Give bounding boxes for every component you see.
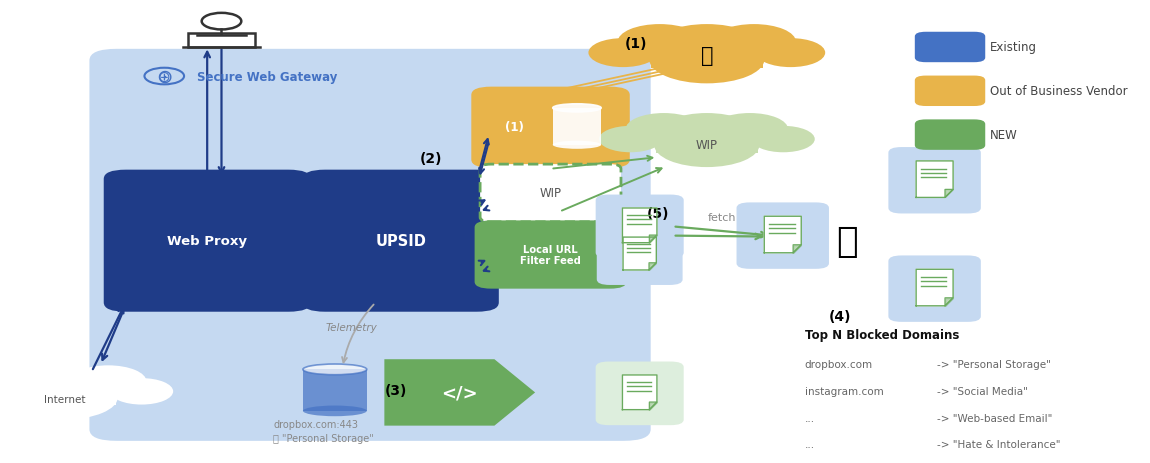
FancyBboxPatch shape (302, 170, 499, 312)
Text: Out of Business Vendor: Out of Business Vendor (990, 85, 1127, 98)
Polygon shape (622, 375, 657, 410)
Text: dropbox.com:443: dropbox.com:443 (274, 419, 358, 429)
Text: (1): (1) (505, 120, 524, 133)
Ellipse shape (553, 105, 601, 113)
Text: 🔥: 🔥 (700, 46, 713, 66)
Circle shape (657, 114, 757, 156)
FancyBboxPatch shape (596, 195, 684, 259)
Text: WIP: WIP (696, 138, 718, 151)
Text: instagram.com: instagram.com (805, 386, 883, 396)
Circle shape (712, 114, 788, 146)
Text: Internet: Internet (45, 394, 86, 404)
Polygon shape (765, 217, 802, 253)
Circle shape (756, 39, 826, 68)
Text: Web Proxy: Web Proxy (167, 235, 247, 248)
Circle shape (0, 378, 21, 405)
FancyBboxPatch shape (889, 148, 981, 214)
Text: Top N Blocked Domains: Top N Blocked Domains (805, 328, 959, 341)
Circle shape (626, 114, 702, 146)
Circle shape (0, 365, 61, 398)
Circle shape (13, 375, 117, 419)
FancyBboxPatch shape (14, 394, 116, 406)
Circle shape (752, 126, 814, 153)
Polygon shape (793, 245, 802, 253)
Text: </>: </> (440, 384, 477, 401)
Text: (2): (2) (420, 152, 442, 166)
Circle shape (650, 36, 765, 84)
Text: Secure Web Gateway: Secure Web Gateway (198, 70, 338, 83)
FancyBboxPatch shape (914, 33, 986, 63)
Polygon shape (945, 298, 953, 306)
Text: Local URL
Filter Feed: Local URL Filter Feed (520, 244, 581, 266)
Ellipse shape (302, 406, 367, 416)
Bar (302, 369, 367, 411)
Text: ❌ "Personal Storage": ❌ "Personal Storage" (274, 433, 374, 443)
Polygon shape (622, 208, 657, 243)
Polygon shape (917, 162, 953, 198)
Text: dropbox.com: dropbox.com (805, 359, 873, 369)
Text: (3): (3) (384, 383, 407, 397)
Text: (4): (4) (829, 310, 851, 324)
FancyBboxPatch shape (596, 362, 684, 425)
FancyBboxPatch shape (472, 88, 630, 169)
Polygon shape (650, 236, 657, 243)
Circle shape (618, 25, 702, 60)
Circle shape (712, 25, 796, 60)
Bar (553, 109, 601, 145)
Circle shape (110, 378, 174, 405)
Text: -> "Social Media": -> "Social Media" (937, 386, 1028, 396)
FancyBboxPatch shape (914, 76, 986, 107)
FancyBboxPatch shape (597, 225, 683, 285)
Circle shape (652, 25, 761, 70)
FancyBboxPatch shape (651, 57, 762, 69)
Circle shape (599, 126, 662, 153)
Text: Telemetry: Telemetry (325, 322, 377, 332)
FancyBboxPatch shape (889, 256, 981, 322)
FancyBboxPatch shape (480, 165, 621, 222)
Polygon shape (917, 270, 953, 306)
Polygon shape (649, 263, 657, 270)
Polygon shape (384, 359, 535, 425)
Text: (5): (5) (647, 206, 669, 220)
FancyBboxPatch shape (104, 170, 310, 312)
Circle shape (16, 365, 115, 407)
Text: ...: ... (805, 413, 815, 423)
Polygon shape (650, 402, 657, 410)
Text: ...: ... (805, 439, 815, 450)
Text: WIP: WIP (539, 187, 561, 200)
Circle shape (589, 39, 658, 68)
Text: NEW: NEW (990, 128, 1018, 141)
Text: -> "Web-based Email": -> "Web-based Email" (937, 413, 1052, 423)
Text: fetch: fetch (708, 213, 736, 223)
Circle shape (70, 365, 146, 398)
Polygon shape (945, 190, 953, 198)
Text: UPSID: UPSID (375, 234, 427, 249)
Text: 🌍: 🌍 (836, 225, 858, 259)
FancyBboxPatch shape (656, 143, 758, 154)
FancyBboxPatch shape (90, 50, 651, 441)
Text: ⊙: ⊙ (156, 68, 172, 87)
Text: (1): (1) (626, 37, 647, 51)
Polygon shape (623, 238, 657, 270)
FancyBboxPatch shape (736, 203, 829, 269)
Text: ⊕: ⊕ (158, 69, 170, 84)
Text: Existing: Existing (990, 41, 1036, 54)
Text: -> "Hate & Intolerance": -> "Hate & Intolerance" (937, 439, 1060, 450)
FancyBboxPatch shape (914, 120, 986, 150)
FancyBboxPatch shape (475, 221, 627, 289)
Text: -> "Personal Storage": -> "Personal Storage" (937, 359, 1051, 369)
Ellipse shape (553, 141, 601, 150)
Circle shape (654, 124, 759, 168)
Ellipse shape (302, 364, 367, 375)
